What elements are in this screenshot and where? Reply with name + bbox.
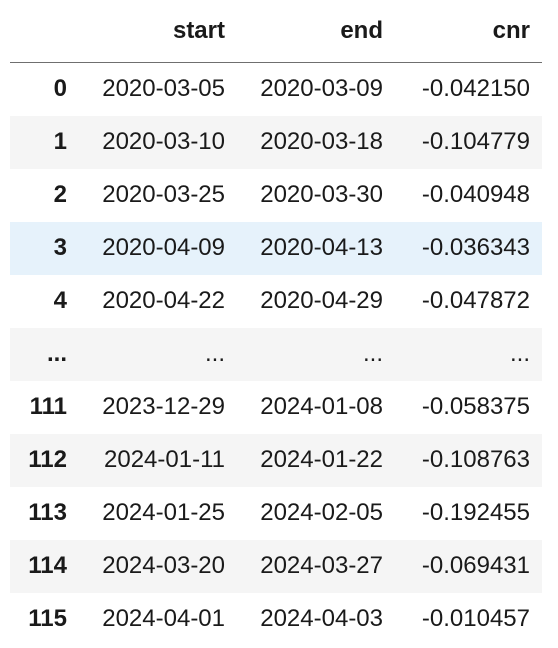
table-row: 112 2024-01-11 2024-01-22 -0.108763 [10,433,542,487]
cell-end: ... [362,340,383,367]
table-row: 4 2020-04-22 2020-04-29 -0.047872 [10,274,542,328]
row-index: ... [46,340,67,367]
cell-cnr: -0.058375 [421,393,530,420]
cell-cnr: -0.108763 [421,446,530,473]
table-row: ............ [10,327,542,381]
cell-cnr: -0.042150 [421,75,530,103]
cell-cnr: -0.010457 [421,605,530,632]
cell-start: 2024-01-11 [104,446,225,473]
dataframe-table: start end cnr 0 2020-03-05 2020-03-09 -0.04… [10,0,542,646]
table-row: 111 2023-12-29 2024-01-08 -0.058375 [10,380,542,434]
index-header [10,0,79,63]
cell-cnr: ... [509,340,530,367]
cell-start: 2020-03-05 [102,75,225,103]
cell-start: 2023-12-29 [102,393,225,420]
table-row: 1 2020-03-10 2020-03-18 -0.104779 [10,115,542,169]
row-index: 2 [53,181,67,208]
row-index: 115 [28,605,67,632]
table-header: start end cnr [10,0,542,63]
cell-end: 2024-03-27 [260,552,383,579]
cell-start: 2024-04-01 [102,605,225,632]
column-header-start: start [79,0,237,63]
table-row: 114 2024-03-20 2024-03-27 -0.069431 [10,539,542,593]
cell-end: 2020-04-29 [260,287,383,314]
cell-end: 2020-03-09 [260,75,383,103]
cell-cnr: -0.069431 [421,552,530,579]
row-index: 112 [28,446,67,473]
row-index: 111 [29,393,67,420]
cell-cnr: -0.047872 [421,287,530,314]
cell-start: 2024-03-20 [102,552,225,579]
row-index: 114 [28,552,67,579]
row-index: 3 [53,234,67,261]
cell-end: 2020-03-30 [260,181,383,208]
row-index: 113 [28,499,67,526]
cell-start: 2020-04-09 [102,234,225,261]
column-header-cnr: cnr [395,0,542,63]
cell-cnr: -0.104779 [421,128,530,155]
cell-end: 2020-04-13 [260,234,383,261]
table-row: 113 2024-01-25 2024-02-05 -0.192455 [10,486,542,540]
cell-start: 2020-04-22 [102,287,225,314]
header-row: start end cnr [10,0,542,63]
dataframe-output: start end cnr 0 2020-03-05 2020-03-09 -0.04… [10,0,542,646]
cell-start: 2020-03-25 [102,181,225,208]
table-row: 3 2020-04-09 2020-04-13 -0.036343 [10,221,542,275]
row-index: 4 [53,287,67,314]
cell-start: 2020-03-10 [102,128,225,155]
cell-cnr: -0.040948 [421,181,530,208]
table-row: 115 2024-04-01 2024-04-03 -0.010457 [10,592,542,646]
cell-end: 2024-01-08 [260,393,383,420]
cell-cnr: -0.192455 [421,499,530,526]
cell-end: 2024-02-05 [260,499,383,526]
cell-start: ... [204,340,225,367]
cell-end: 2024-01-22 [260,446,383,473]
row-index: 0 [53,75,67,103]
table-row: 0 2020-03-05 2020-03-09 -0.042150 [10,62,542,116]
cell-end: 2024-04-03 [260,605,383,632]
row-index: 1 [53,128,67,155]
table-body: 0 2020-03-05 2020-03-09 -0.042150 1 2020-03-1… [10,62,542,646]
cell-start: 2024-01-25 [102,499,225,526]
cell-end: 2020-03-18 [260,128,383,155]
column-header-end: end [237,0,395,63]
cell-cnr: -0.036343 [421,234,530,261]
table-row: 2 2020-03-25 2020-03-30 -0.040948 [10,168,542,222]
